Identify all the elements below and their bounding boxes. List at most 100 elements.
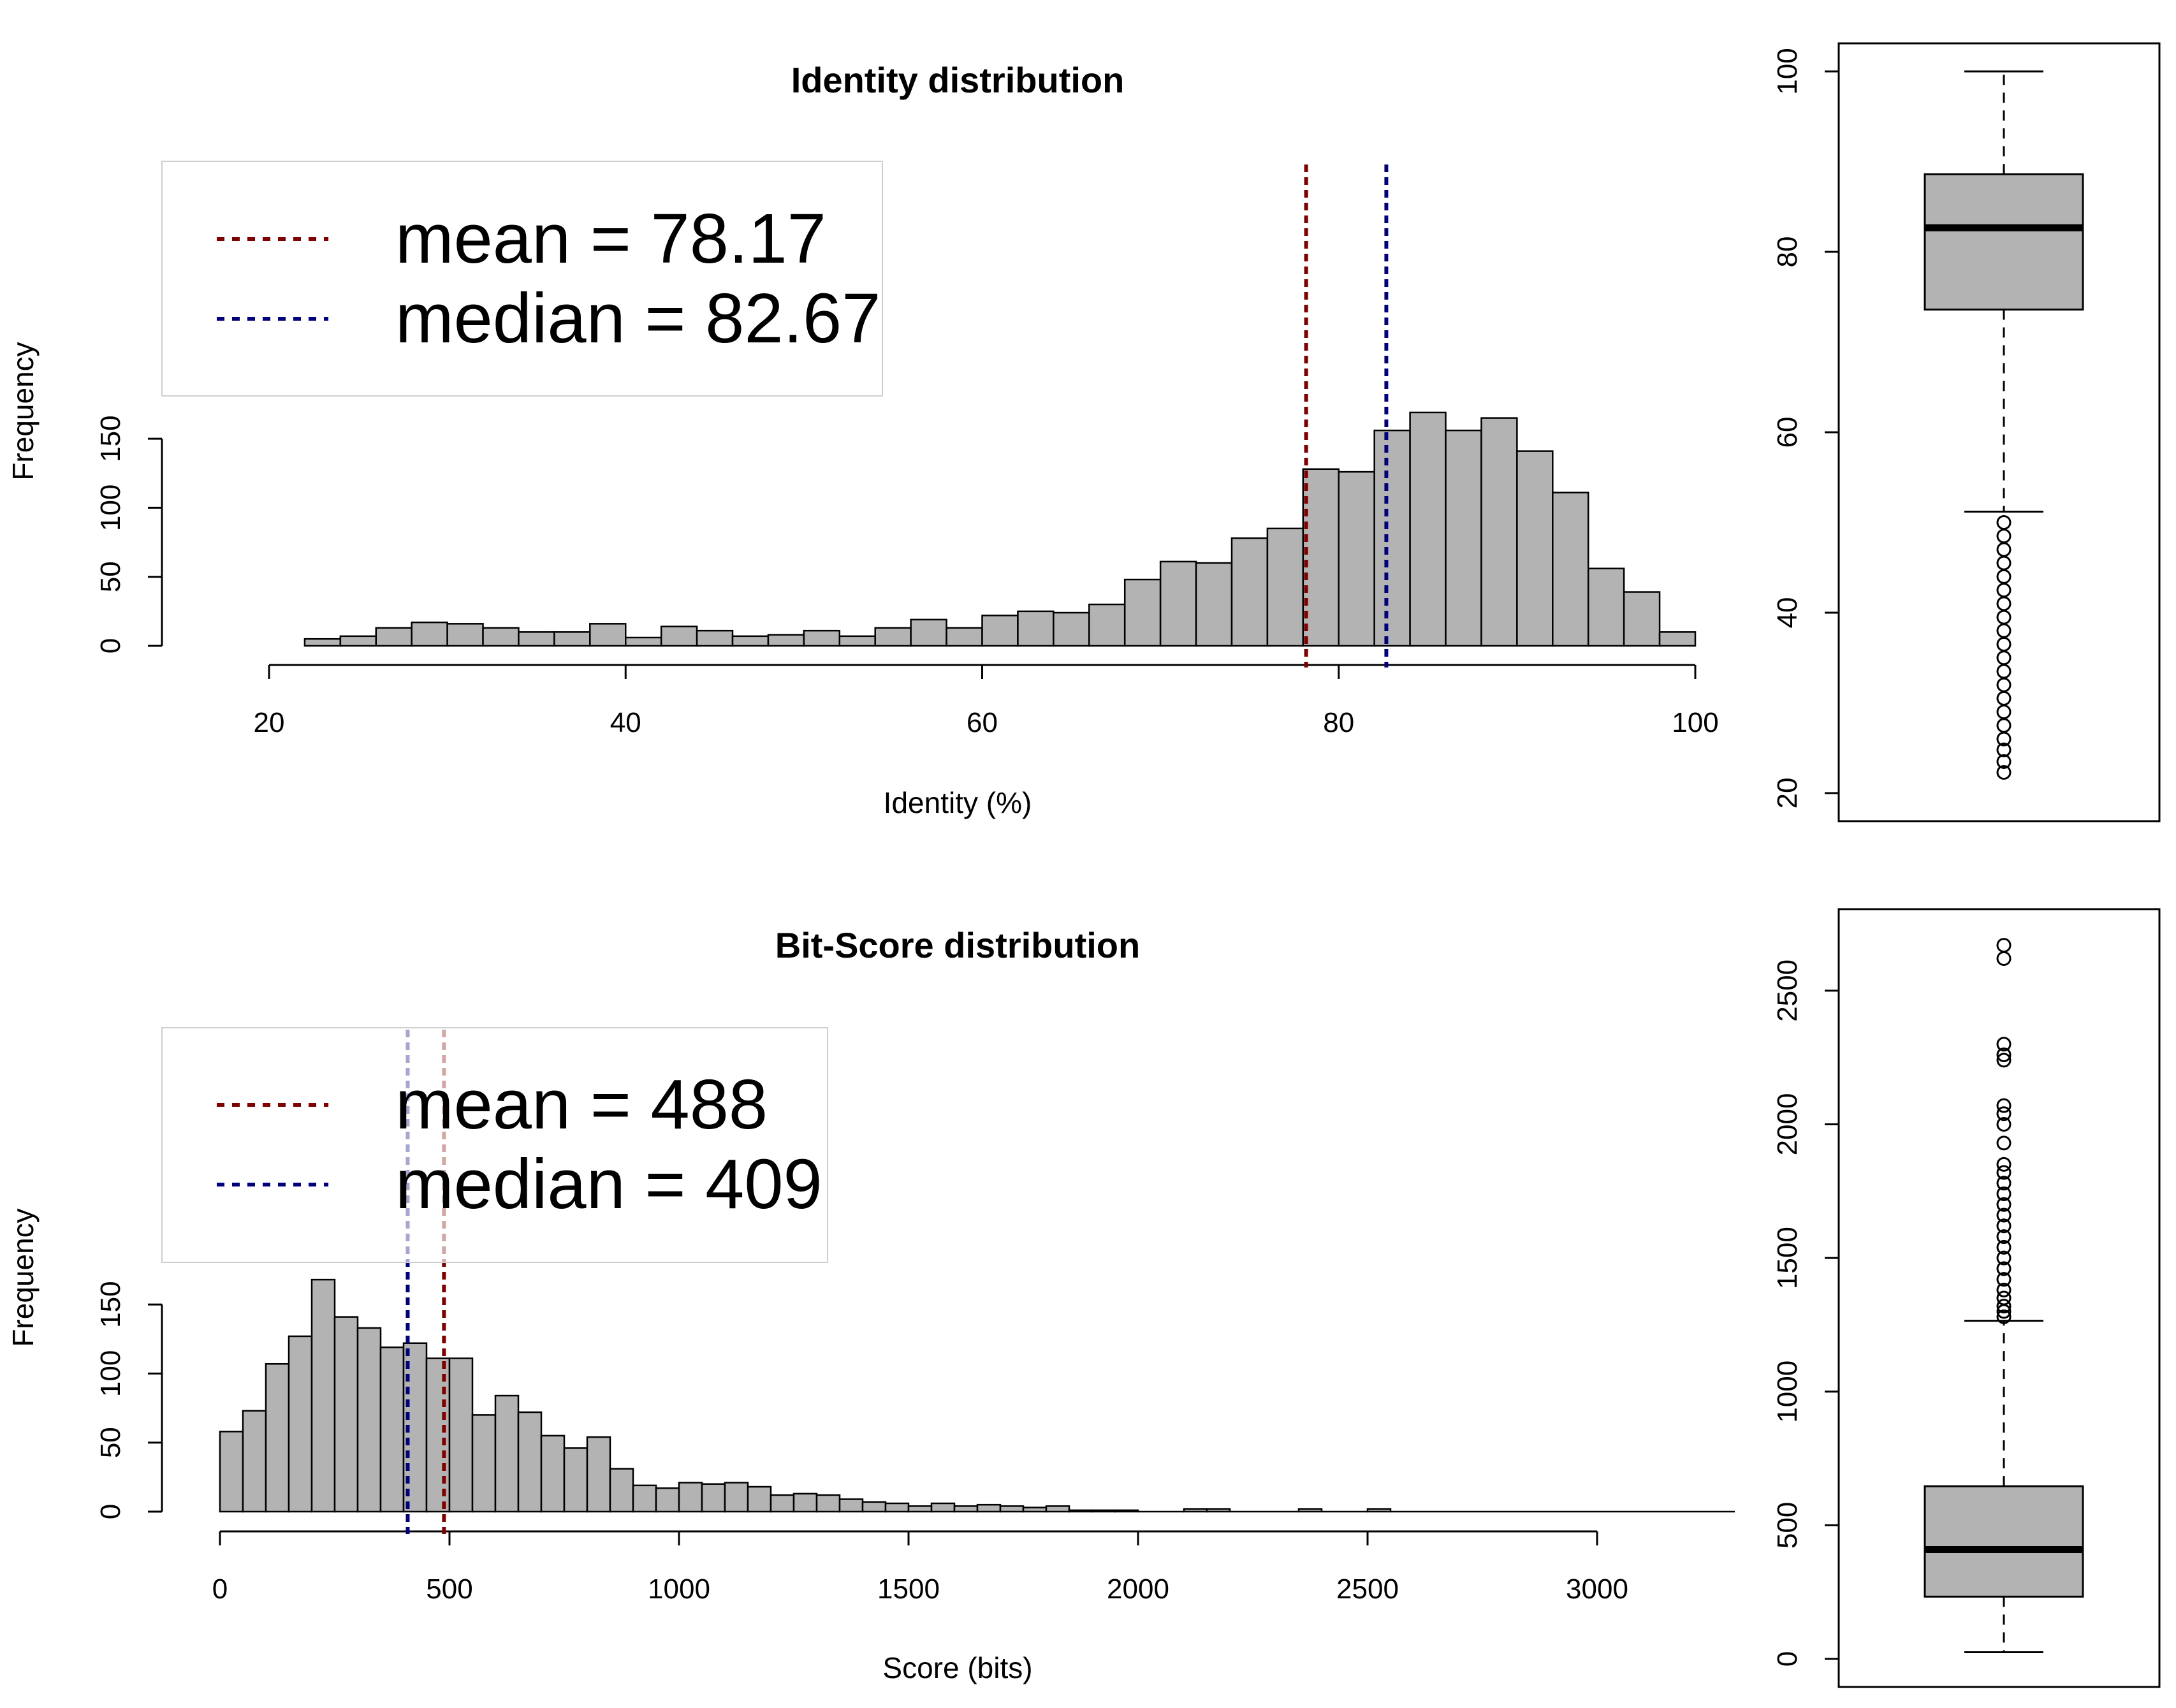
- outlier-point: [1996, 1261, 2012, 1276]
- y-tick-label: 50: [95, 561, 126, 592]
- bitscore-boxplot-body: [1924, 938, 2084, 1654]
- histogram-bar: [518, 631, 555, 647]
- histogram-bar: [910, 618, 947, 647]
- identity-legend-mean-label: mean = 78.17: [395, 200, 826, 278]
- histogram-bar: [1017, 610, 1055, 647]
- outlier-point: [1996, 664, 2012, 679]
- histogram-bar: [976, 1503, 1002, 1513]
- y-tick-label: 500: [1772, 1502, 1803, 1549]
- histogram-bar: [448, 1357, 474, 1513]
- y-tick-label: 20: [1772, 778, 1803, 809]
- y-tick-label: 150: [95, 1281, 126, 1327]
- outlier-point: [1996, 569, 2012, 584]
- identity-boxplot: 20 40 60 80 100: [1772, 42, 2161, 822]
- outlier-point: [1996, 718, 2012, 733]
- histogram-bar: [517, 1411, 543, 1513]
- histogram-bar: [815, 1494, 841, 1513]
- x-tick-label: 80: [1323, 707, 1354, 738]
- histogram-bar: [767, 634, 805, 647]
- y-tick-label: 100: [95, 485, 126, 531]
- x-tick-label: 100: [1672, 707, 1718, 738]
- y-tick-label: 100: [95, 1350, 126, 1397]
- histogram-bar: [482, 627, 520, 647]
- histogram-bar: [803, 629, 841, 647]
- interquartile-box: [1924, 1485, 2084, 1598]
- identity-histogram: Identity distribution Identity (%) Frequ…: [6, 60, 1719, 819]
- histogram-bar: [632, 1484, 657, 1513]
- outlier-point: [1996, 583, 2012, 598]
- histogram-bar: [1623, 591, 1661, 647]
- x-tick-label: 0: [212, 1573, 228, 1605]
- histogram-bar: [838, 1498, 864, 1513]
- outlier-point: [1996, 1229, 2012, 1245]
- outlier-point: [1996, 529, 2012, 544]
- bitscore-legend-mean-label: mean = 488: [395, 1065, 768, 1144]
- histogram-bar: [589, 623, 627, 647]
- histogram-bar: [884, 1502, 910, 1513]
- histogram-bar: [770, 1494, 795, 1513]
- outlier-point: [1996, 704, 2012, 720]
- x-tick-label: 2500: [1336, 1573, 1399, 1605]
- histogram-bar: [265, 1362, 290, 1513]
- histogram-bar: [1587, 567, 1625, 647]
- outlier-point: [1996, 1282, 2012, 1297]
- x-tick-label: 2000: [1107, 1573, 1169, 1605]
- outlier-point: [1996, 1106, 2012, 1121]
- bitscore-y-axis: 0 50 100 150: [95, 1281, 163, 1519]
- bitscore-boxplot-y-axis: 0 500 1000 1500 2000 2500: [1772, 960, 1840, 1667]
- histogram-bar: [356, 1327, 382, 1513]
- outlier-point: [1996, 1047, 2012, 1062]
- histogram-bar: [625, 636, 662, 647]
- histogram-bar: [471, 1414, 497, 1513]
- histogram-bar: [1091, 1509, 1116, 1513]
- histogram-bar: [930, 1502, 956, 1513]
- histogram-bar: [1159, 560, 1197, 647]
- outlier-point: [1996, 677, 2012, 692]
- bitscore-legend-median-label: median = 409: [395, 1145, 822, 1223]
- histogram-bar: [553, 631, 591, 647]
- bitscore-y-axis-label: Frequency: [6, 1208, 40, 1347]
- histogram-bar: [1658, 631, 1697, 647]
- histogram-bar: [1445, 429, 1482, 647]
- identity-boxplot-frame: [1837, 42, 2161, 822]
- histogram-bar: [242, 1410, 267, 1513]
- y-tick-label: 1000: [1772, 1361, 1803, 1423]
- histogram-bar: [1183, 1508, 1208, 1513]
- histogram-bar: [1230, 537, 1269, 647]
- interquartile-box: [1924, 173, 2084, 311]
- histogram-bar: [1302, 468, 1340, 647]
- histogram-bar: [724, 1482, 749, 1513]
- x-tick-label: 60: [967, 707, 998, 738]
- outlier-point: [1996, 1218, 2012, 1234]
- histogram-bar: [540, 1434, 566, 1513]
- histogram-bar: [861, 1501, 887, 1513]
- histogram-bar: [946, 627, 983, 647]
- histogram-bar: [1045, 1505, 1070, 1513]
- y-tick-label: 0: [95, 1504, 126, 1519]
- histogram-bar: [1022, 1507, 1048, 1513]
- histogram-bar: [1053, 611, 1090, 647]
- identity-bars: [303, 411, 1697, 647]
- x-tick-label: 1500: [877, 1573, 940, 1605]
- histogram-bar: [310, 1278, 336, 1513]
- histogram-bar: [1088, 603, 1126, 647]
- outlier-point: [1996, 1186, 2012, 1201]
- outlier-point: [1996, 754, 2012, 769]
- outlier-point: [1996, 1098, 2012, 1113]
- outlier-point: [1996, 1157, 2012, 1172]
- histogram-bar: [411, 621, 448, 647]
- histogram-bar: [678, 1482, 703, 1513]
- histogram-bar: [731, 635, 770, 647]
- histogram-bar: [1068, 1509, 1093, 1513]
- histogram-bar: [333, 1316, 359, 1513]
- bitscore-legend: mean = 488 median = 409: [161, 1027, 828, 1263]
- histogram-bar: [1114, 1509, 1139, 1513]
- histogram-bar: [1206, 1508, 1231, 1513]
- outlier-point: [1996, 742, 2012, 757]
- y-tick-label: 2000: [1772, 1093, 1803, 1156]
- histogram-bar: [375, 627, 413, 647]
- identity-y-axis-label: Frequency: [6, 342, 40, 480]
- outlier-point: [1996, 1176, 2012, 1191]
- outlier-point: [1996, 1299, 2012, 1314]
